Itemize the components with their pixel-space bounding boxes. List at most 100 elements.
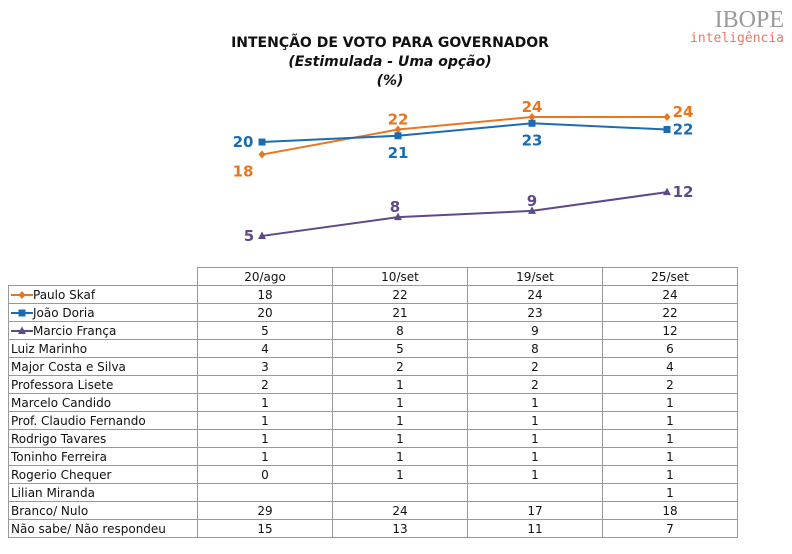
value-cell — [197, 483, 333, 502]
value-cell: 2 — [197, 375, 333, 394]
logo-brand: IBOPE — [714, 7, 784, 33]
value-cell: 2 — [467, 375, 603, 394]
value-cell: 1 — [467, 429, 603, 448]
value-cell: 8 — [467, 339, 603, 358]
value-cell: 8 — [332, 321, 468, 340]
value-cell: 24 — [467, 285, 603, 304]
value-cell: 21 — [332, 303, 468, 322]
data-point-marker — [258, 231, 266, 239]
chart-title: INTENÇÃO DE VOTO PARA GOVERNADOR — [231, 35, 549, 51]
data-point-marker — [258, 150, 266, 159]
value-cell: 7 — [602, 519, 738, 538]
value-cell: 1 — [467, 393, 603, 412]
data-label: 23 — [522, 131, 543, 149]
value-cell: 1 — [197, 393, 333, 412]
value-cell: 1 — [332, 411, 468, 430]
legend-swatch-icon — [11, 290, 33, 300]
value-cell: 13 — [332, 519, 468, 538]
row-label: Lilian Miranda — [11, 485, 96, 500]
value-cell: 1 — [602, 483, 738, 502]
chart-unit: (%) — [376, 73, 404, 89]
data-point-marker — [528, 113, 536, 121]
column-header: 25/set — [602, 267, 738, 286]
table-row: Paulo Skaf 18 22 24 24 — [8, 285, 738, 304]
row-label: Prof. Claudio Fernando — [11, 413, 146, 428]
series-line-0 — [261, 116, 667, 156]
table-row: Rodrigo Tavares 1 1 1 1 — [8, 429, 738, 448]
value-cell: 6 — [602, 339, 738, 358]
value-cell: 11 — [467, 519, 603, 538]
value-cell — [332, 483, 468, 502]
value-cell: 2 — [467, 357, 603, 376]
data-point-marker — [258, 138, 266, 146]
value-cell: 12 — [602, 321, 738, 340]
row-label-cell: Não sabe/ Não respondeu — [8, 519, 198, 538]
data-point-marker — [394, 212, 402, 221]
value-cell: 5 — [197, 321, 333, 340]
value-cell: 1 — [197, 447, 333, 466]
value-cell: 1 — [467, 447, 603, 466]
row-label-cell: Professora Lisete — [8, 375, 198, 394]
data-label: 22 — [673, 121, 694, 139]
value-cell: 1 — [602, 465, 738, 484]
table-row: Toninho Ferreira 1 1 1 1 — [8, 447, 738, 466]
row-label-cell: Lilian Miranda — [8, 483, 198, 502]
table-row: Rogerio Chequer 0 1 1 1 — [8, 465, 738, 484]
value-cell — [467, 483, 603, 502]
row-label-cell: Rodrigo Tavares — [8, 429, 198, 448]
row-label-cell: Luiz Marinho — [8, 339, 198, 358]
value-cell: 3 — [197, 357, 333, 376]
legend-swatch-icon — [11, 308, 33, 318]
value-cell: 2 — [602, 375, 738, 394]
value-cell: 18 — [197, 285, 333, 304]
row-label: Paulo Skaf — [33, 287, 96, 302]
table-row: Não sabe/ Não respondeu 15 13 11 7 — [8, 519, 738, 538]
value-cell: 1 — [602, 429, 738, 448]
value-cell: 29 — [197, 501, 333, 520]
row-label: Rodrigo Tavares — [11, 431, 107, 446]
row-label-cell: Paulo Skaf — [8, 285, 198, 304]
value-cell: 1 — [197, 411, 333, 430]
value-cell: 9 — [467, 321, 603, 340]
table-row: Marcio França 5 8 9 12 — [8, 321, 738, 340]
legend-swatch-icon — [11, 326, 33, 336]
column-header: 10/set — [332, 267, 468, 286]
data-point-marker — [528, 206, 536, 214]
data-label: 8 — [390, 198, 400, 216]
row-label: Luiz Marinho — [11, 341, 88, 356]
logo-tagline: inteligência — [690, 31, 784, 46]
data-label: 12 — [673, 183, 694, 201]
value-cell: 22 — [332, 285, 468, 304]
table-row: Professora Lisete 2 1 2 2 — [8, 375, 738, 394]
row-label-cell: João Doria — [8, 303, 198, 322]
table-row: João Doria 20 21 23 22 — [8, 303, 738, 322]
value-cell: 24 — [332, 501, 468, 520]
data-point-marker — [394, 132, 402, 140]
series-line-2 — [261, 191, 668, 237]
column-header: 20/ago — [197, 267, 333, 286]
table-row: Lilian Miranda 1 — [8, 483, 738, 502]
row-label-cell: Marcio França — [8, 321, 198, 340]
value-cell: 1 — [602, 447, 738, 466]
value-cell: 18 — [602, 501, 738, 520]
legend-marker-icon — [18, 309, 26, 317]
value-cell: 5 — [332, 339, 468, 358]
value-cell: 1 — [467, 411, 603, 430]
data-label: 20 — [233, 133, 254, 151]
data-label: 22 — [388, 111, 409, 129]
value-cell: 23 — [467, 303, 603, 322]
value-cell: 0 — [197, 465, 333, 484]
row-label: Marcelo Candido — [11, 395, 112, 410]
row-label: Professora Lisete — [11, 377, 114, 392]
value-cell: 22 — [602, 303, 738, 322]
table-row: Luiz Marinho 4 5 8 6 — [8, 339, 738, 358]
data-label: 5 — [244, 227, 254, 245]
data-point-marker — [663, 187, 671, 196]
value-cell: 1 — [602, 393, 738, 412]
data-point-marker — [663, 113, 671, 121]
value-cell: 20 — [197, 303, 333, 322]
value-cell: 1 — [602, 411, 738, 430]
value-cell: 1 — [332, 429, 468, 448]
ibope-logo: IBOPE inteligência — [690, 8, 784, 46]
